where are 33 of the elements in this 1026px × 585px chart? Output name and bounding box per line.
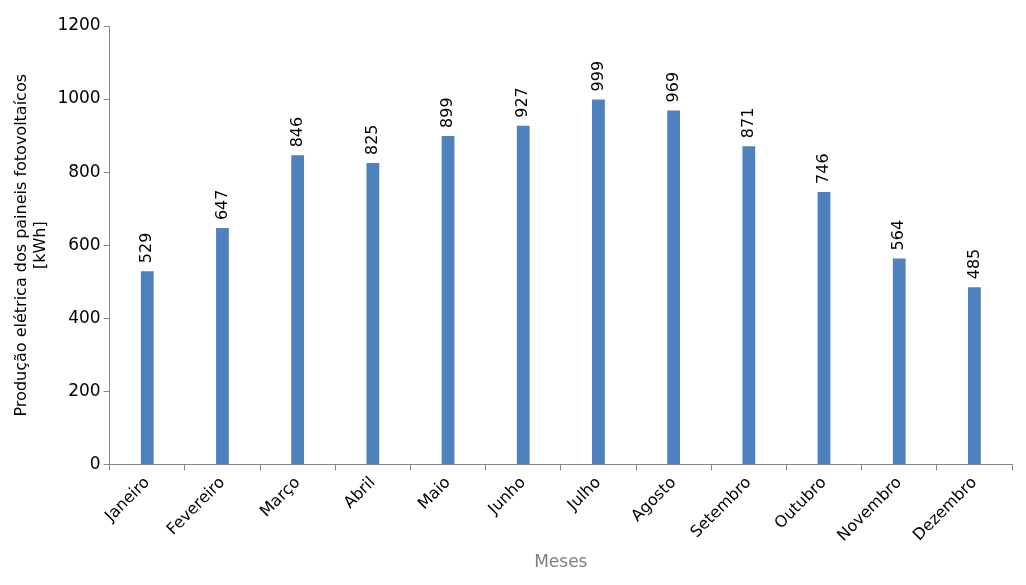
y-tick-label: 800 [68,160,101,181]
data-label: 529 [136,232,156,264]
y-tick-label: 200 [68,379,101,400]
bar [291,155,305,464]
bar [516,125,530,464]
bar [366,163,380,464]
y-axis-title: Produção elétrica dos paineis fotovoltaícos [kWh] [10,73,49,417]
y-tick-label: 400 [68,306,101,327]
y-tick-label: 1000 [57,87,101,108]
data-label: 899 [437,97,457,128]
data-label: 825 [362,124,381,156]
x-axis-title: Meses [534,551,588,572]
data-label: 969 [662,71,682,103]
data-label: 871 [737,107,757,139]
bar [592,99,605,464]
bar [892,258,906,464]
data-label: 564 [888,219,908,251]
y-tick-label: 600 [68,233,101,254]
bar [140,271,154,464]
y-tick-label: 0 [89,452,101,473]
data-label: 999 [587,60,607,92]
data-label: 846 [286,116,306,148]
bar [667,110,681,464]
data-label: 927 [512,87,532,118]
data-label: 485 [963,248,983,280]
y-tick-label: 1200 [57,14,101,35]
bar [817,191,831,464]
data-label: 647 [211,189,231,221]
bar [968,287,981,464]
data-label: 746 [813,153,833,184]
bar [441,135,455,464]
bar [216,228,229,464]
bar [742,146,756,464]
